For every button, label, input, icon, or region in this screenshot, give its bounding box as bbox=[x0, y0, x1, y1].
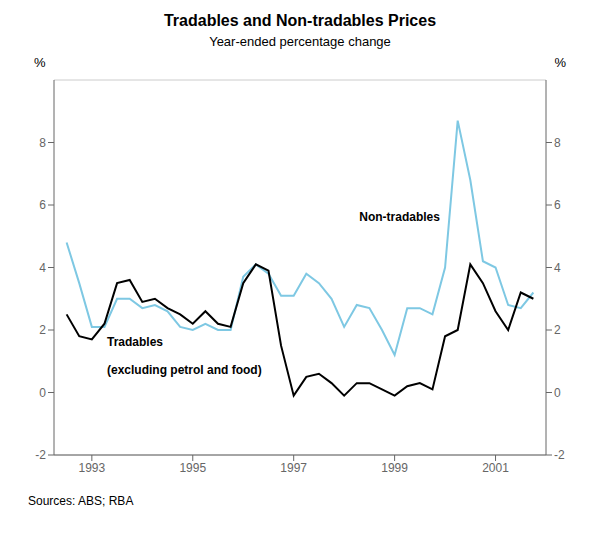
svg-text:2001: 2001 bbox=[482, 461, 509, 475]
svg-text:Non-tradables: Non-tradables bbox=[359, 210, 440, 224]
svg-text:Tradables: Tradables bbox=[107, 335, 163, 349]
svg-text:6: 6 bbox=[554, 198, 561, 212]
html-text:Tradables and Non-tradables Pr: Tradables and Non-tradables Prices bbox=[164, 12, 436, 29]
svg-text:2: 2 bbox=[39, 323, 46, 337]
svg-text:8: 8 bbox=[39, 136, 46, 150]
svg-text:1993: 1993 bbox=[78, 461, 105, 475]
svg-text:(excluding petrol and food): (excluding petrol and food) bbox=[107, 363, 262, 377]
svg-text:1997: 1997 bbox=[280, 461, 307, 475]
svg-text:-2: -2 bbox=[35, 448, 46, 462]
svg-text:4: 4 bbox=[554, 261, 561, 275]
svg-text:1999: 1999 bbox=[381, 461, 408, 475]
svg-text:2: 2 bbox=[554, 323, 561, 337]
svg-text:0: 0 bbox=[554, 386, 561, 400]
html-text:Sources: ABS; RBA: Sources: ABS; RBA bbox=[28, 494, 134, 508]
svg-text:6: 6 bbox=[39, 198, 46, 212]
svg-text:8: 8 bbox=[554, 136, 561, 150]
svg-text:1995: 1995 bbox=[179, 461, 206, 475]
html-text:Year-ended percentage change: Year-ended percentage change bbox=[209, 34, 391, 49]
svg-text:4: 4 bbox=[39, 261, 46, 275]
svg-text:-2: -2 bbox=[554, 448, 565, 462]
svg-text:0: 0 bbox=[39, 386, 46, 400]
